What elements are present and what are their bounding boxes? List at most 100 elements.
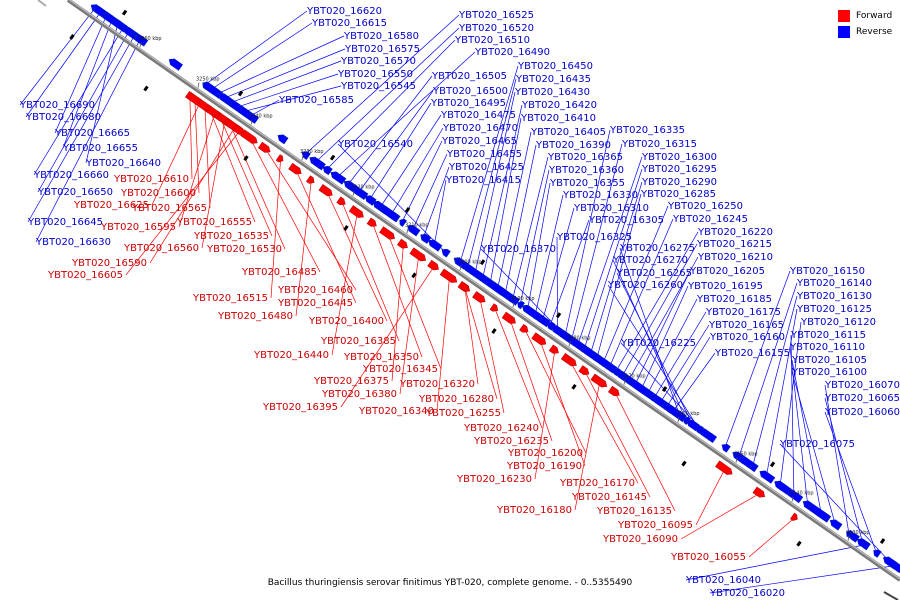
reverse-gene-block-5[interactable]: [310, 156, 326, 171]
gene-label[interactable]: YBT020_16515: [192, 293, 268, 304]
gene-label[interactable]: YBT020_16370: [480, 244, 556, 255]
forward-gene-YBT020_16375[interactable]: [396, 238, 409, 250]
gene-label[interactable]: YBT020_16525: [458, 10, 534, 21]
gene-label[interactable]: YBT020_16125: [796, 304, 872, 315]
gene-label[interactable]: YBT020_16610: [113, 174, 189, 185]
gene-label[interactable]: YBT020_16680: [25, 112, 101, 123]
forward-gene-YBT020_16380[interactable]: [409, 247, 428, 263]
gene-label[interactable]: YBT020_16530: [206, 244, 282, 255]
gene-label[interactable]: YBT020_16285: [640, 189, 716, 200]
gene-label[interactable]: YBT020_16640: [85, 158, 161, 169]
forward-gene-YBT020_16385[interactable]: [336, 196, 348, 207]
gene-label[interactable]: YBT020_16210: [697, 252, 773, 263]
gene-label[interactable]: YBT020_16140: [796, 278, 872, 289]
gene-label[interactable]: YBT020_16330: [562, 190, 638, 201]
gene-label[interactable]: YBT020_16240: [463, 423, 539, 434]
gene-label[interactable]: YBT020_16115: [790, 330, 866, 341]
forward-gene-YBT020_16200[interactable]: [519, 323, 531, 334]
gene-label[interactable]: YBT020_16690: [19, 100, 95, 111]
scroll-arrow-bottom-right-icon[interactable]: [883, 591, 899, 600]
reverse-gene-YBT020_16465[interactable]: [398, 217, 407, 227]
gene-label[interactable]: YBT020_16220: [697, 227, 773, 238]
reverse-gene-YBT020_16100[interactable]: [828, 518, 843, 531]
gene-label[interactable]: YBT020_16595: [100, 222, 176, 233]
gene-label[interactable]: YBT020_16135: [596, 506, 672, 517]
legend-forward[interactable]: Forward: [838, 8, 892, 24]
legend-reverse[interactable]: Reverse: [838, 24, 892, 40]
reverse-gene-block-18[interactable]: [773, 479, 792, 496]
gene-label[interactable]: YBT020_16490: [474, 47, 550, 58]
reverse-gene-block-3[interactable]: [235, 104, 258, 123]
forward-gene-YBT020_16395[interactable]: [427, 259, 441, 272]
gene-label[interactable]: YBT020_16095: [617, 520, 693, 531]
gene-label[interactable]: YBT020_16570: [340, 56, 416, 67]
gene-label[interactable]: YBT020_16555: [176, 217, 252, 228]
reverse-gene-block-12[interactable]: [562, 332, 575, 344]
forward-gene-YBT020_16480[interactable]: [306, 175, 316, 186]
gene-label[interactable]: YBT020_16385: [320, 336, 396, 347]
forward-gene-YBT020_16145[interactable]: [578, 365, 591, 377]
gene-label[interactable]: YBT020_16390: [535, 140, 611, 151]
reverse-gene-YBT020_16150[interactable]: [720, 442, 731, 453]
reverse-gene-block-19[interactable]: [807, 503, 830, 522]
gene-label[interactable]: YBT020_16055: [670, 552, 746, 563]
gene-label[interactable]: YBT020_16100: [791, 367, 867, 378]
gene-label[interactable]: YBT020_16340: [358, 406, 434, 417]
gene-label[interactable]: YBT020_16270: [612, 255, 688, 266]
gene-label[interactable]: YBT020_16315: [621, 139, 697, 150]
gene-label[interactable]: YBT020_16060: [824, 407, 900, 418]
gene-label[interactable]: YBT020_16350: [343, 352, 419, 363]
forward-gene-YBT020_16055[interactable]: [790, 512, 799, 522]
gene-label[interactable]: YBT020_16420: [521, 100, 597, 111]
gene-label[interactable]: YBT020_16600: [120, 188, 196, 199]
gene-label[interactable]: YBT020_16395: [262, 402, 338, 413]
gene-label[interactable]: YBT020_16545: [340, 81, 416, 92]
forward-gene-YBT020_16135[interactable]: [607, 385, 621, 398]
reverse-gene-block-16[interactable]: [704, 431, 718, 444]
gene-label[interactable]: YBT020_16250: [667, 201, 743, 212]
gene-label[interactable]: YBT020_16075: [779, 439, 855, 450]
gene-label[interactable]: YBT020_16580: [343, 31, 419, 42]
gene-label[interactable]: YBT020_16305: [588, 215, 664, 226]
reverse-gene-YBT020_16510[interactable]: [321, 164, 333, 176]
gene-label[interactable]: YBT020_16175: [705, 307, 781, 318]
scroll-arrow-top-left-icon[interactable]: [37, 0, 47, 7]
forward-gene-YBT020_16400[interactable]: [318, 184, 334, 198]
forward-gene-YBT020_16230[interactable]: [548, 344, 560, 356]
gene-label[interactable]: YBT020_16645: [27, 217, 103, 228]
gene-label[interactable]: YBT020_16245: [672, 214, 748, 225]
gene-label[interactable]: YBT020_16575: [344, 44, 420, 55]
forward-gene-YBT020_16350[interactable]: [366, 217, 378, 229]
reverse-gene-YBT020_16365[interactable]: [506, 293, 520, 306]
gene-label[interactable]: YBT020_16660: [33, 170, 109, 181]
gene-label[interactable]: YBT020_16540: [337, 139, 413, 150]
gene-label[interactable]: YBT020_16465: [441, 136, 517, 147]
gene-label[interactable]: YBT020_16160: [709, 332, 785, 343]
reverse-gene-block-11[interactable]: [521, 303, 544, 323]
gene-label[interactable]: YBT020_16070: [824, 380, 900, 391]
reverse-gene-block-17[interactable]: [739, 455, 755, 470]
reverse-gene-block-0[interactable]: [133, 33, 146, 45]
gene-label[interactable]: YBT020_16300: [641, 152, 717, 163]
gene-label[interactable]: YBT020_16190: [506, 461, 582, 472]
gene-label[interactable]: YBT020_16510: [454, 35, 530, 46]
gene-label[interactable]: YBT020_16435: [515, 74, 591, 85]
gene-label[interactable]: YBT020_16235: [473, 436, 549, 447]
gene-label[interactable]: YBT020_16265: [616, 268, 692, 279]
reverse-gene-block-1[interactable]: [167, 57, 183, 71]
gene-label[interactable]: YBT020_16425: [448, 162, 524, 173]
gene-label[interactable]: YBT020_16120: [800, 317, 876, 328]
gene-label[interactable]: YBT020_16145: [571, 492, 647, 503]
forward-gene-YBT020_16340[interactable]: [439, 268, 459, 285]
gene-label[interactable]: YBT020_16535: [193, 231, 269, 242]
gene-label[interactable]: YBT020_16625: [73, 200, 149, 211]
reverse-gene-block-9[interactable]: [453, 256, 469, 270]
gene-label[interactable]: YBT020_16355: [549, 178, 625, 189]
reverse-gene-block-4[interactable]: [276, 132, 289, 145]
forward-gene-YBT020_16095[interactable]: [715, 460, 734, 477]
gene-label[interactable]: YBT020_16260: [607, 280, 683, 291]
gene-label[interactable]: YBT020_16410: [520, 113, 596, 124]
reverse-gene-block-2[interactable]: [201, 80, 221, 97]
gene-label[interactable]: YBT020_16565: [131, 203, 207, 214]
reverse-gene-YBT020_16125[interactable]: [758, 468, 776, 484]
